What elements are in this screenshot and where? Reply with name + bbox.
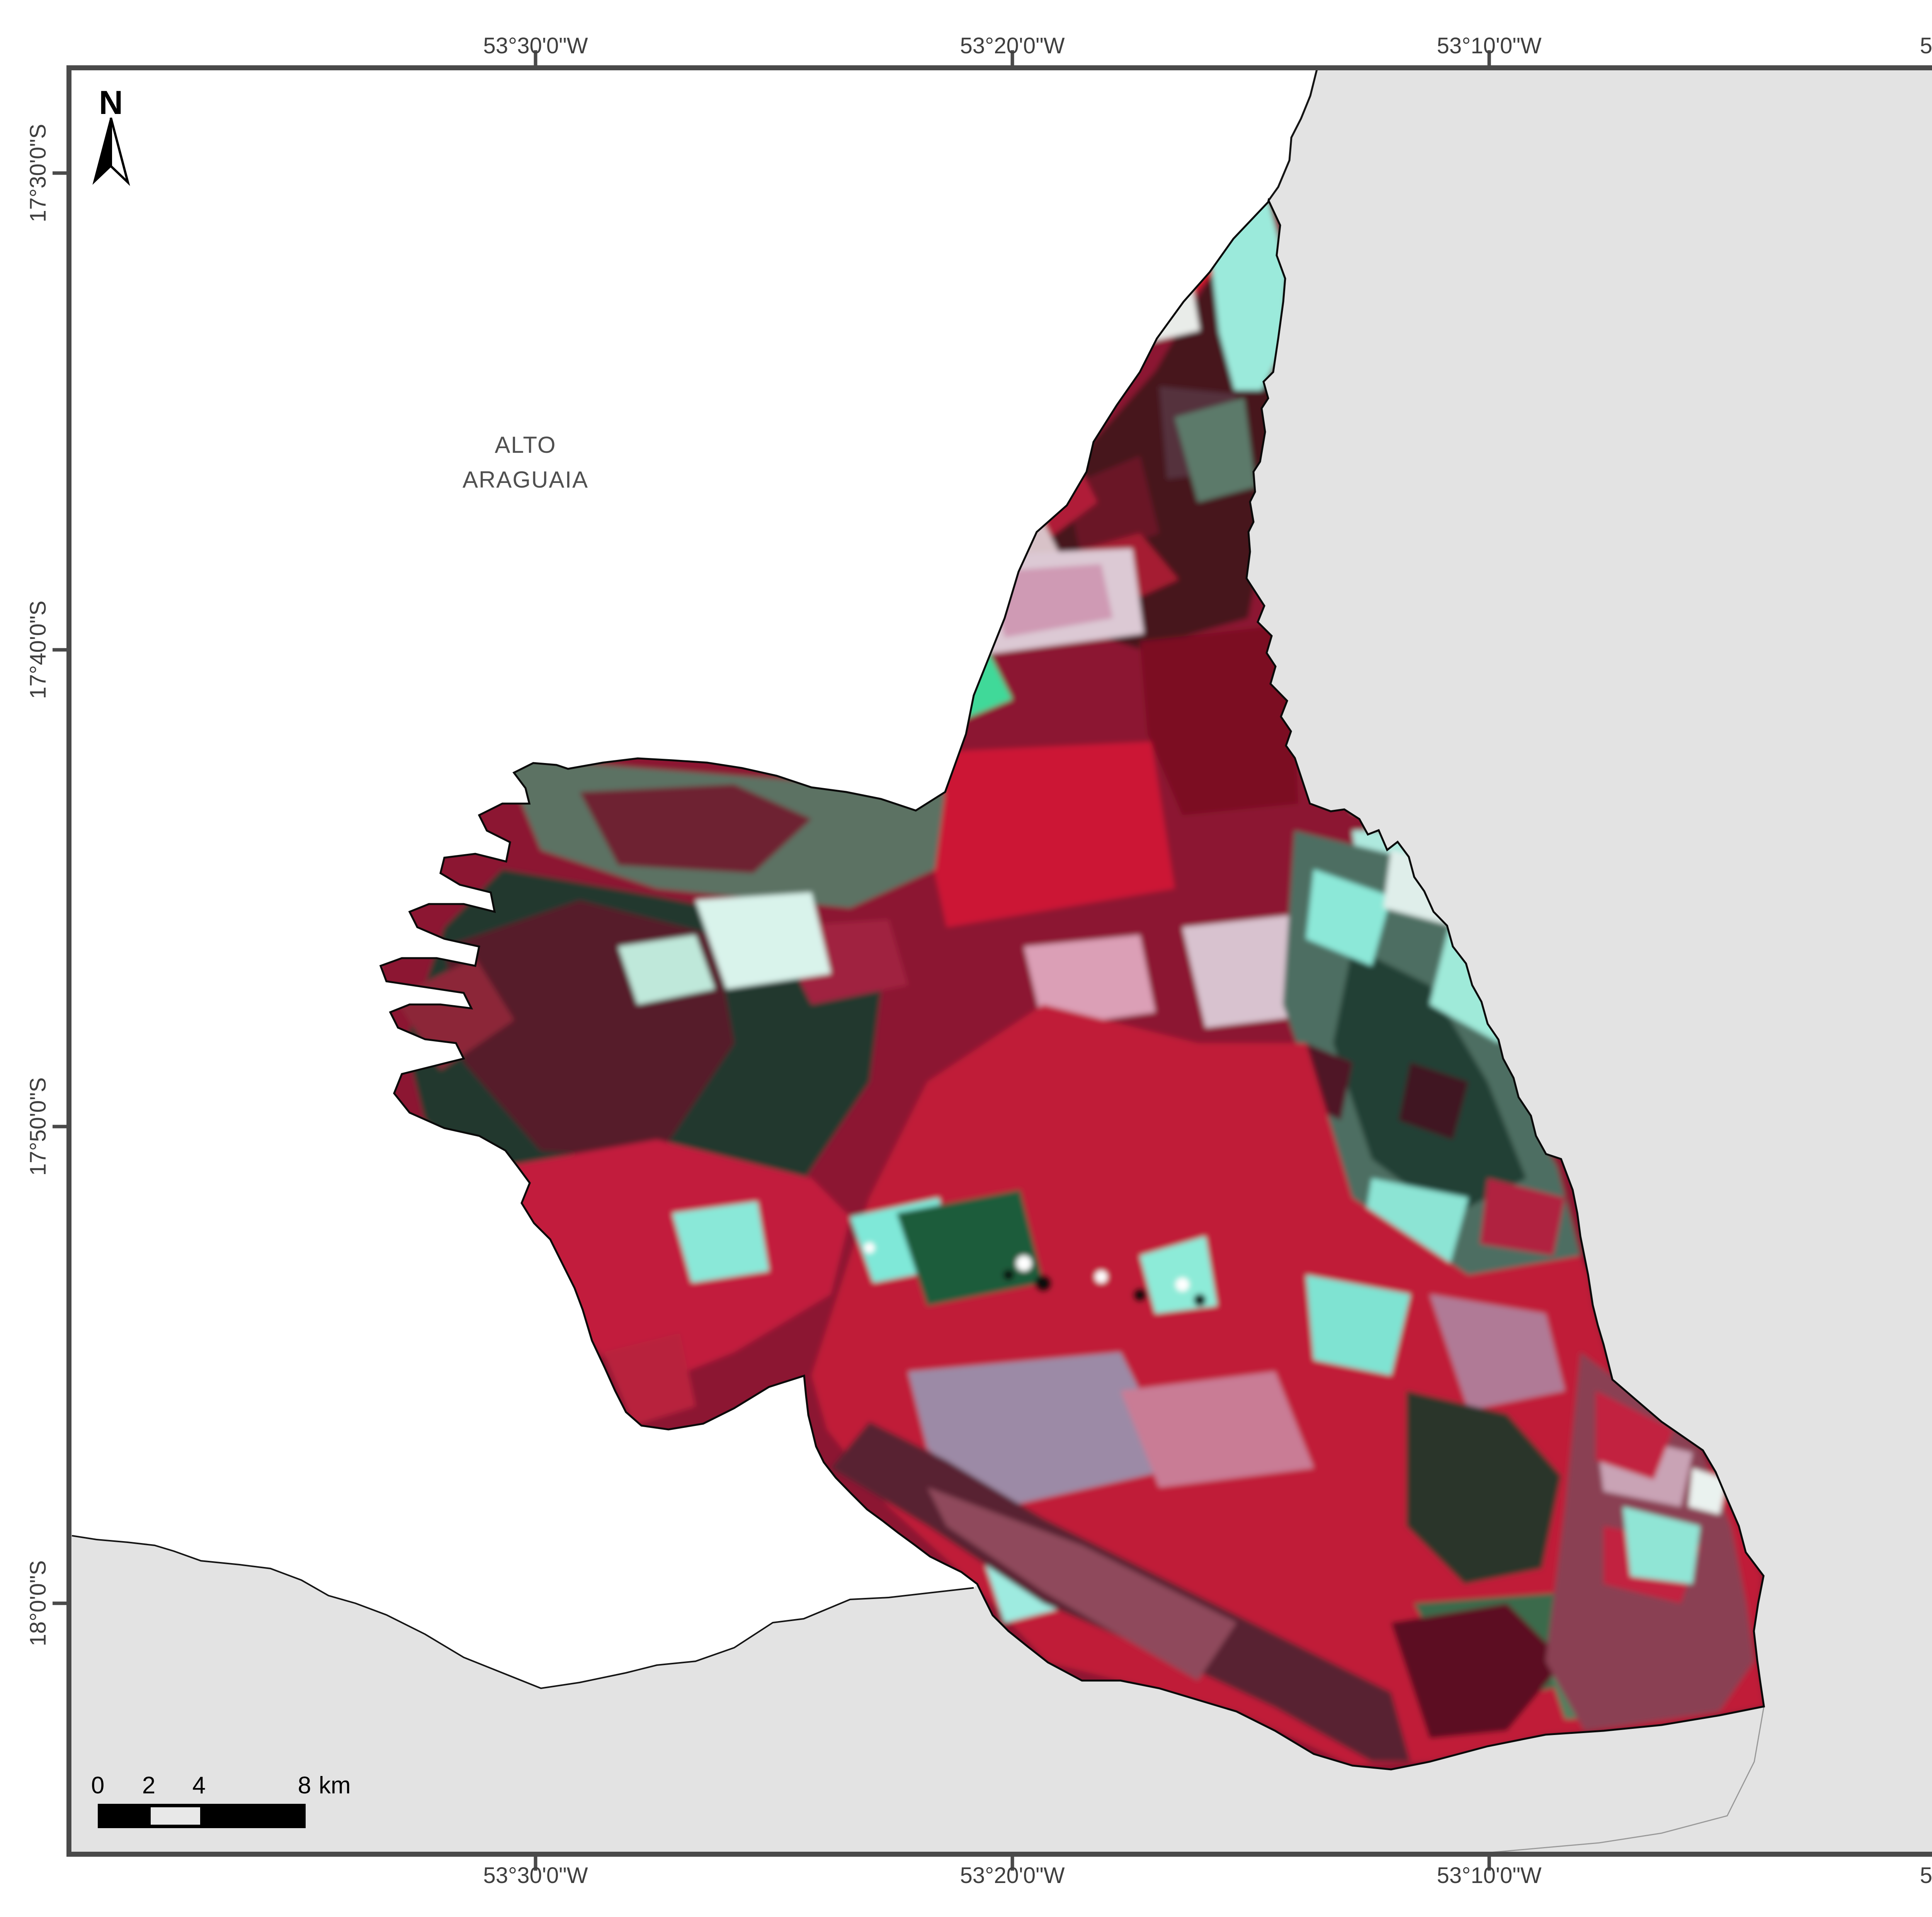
svg-text:18°0'0"S: 18°0'0"S — [26, 1560, 51, 1647]
svg-text:17°50'0"S: 17°50'0"S — [26, 1077, 51, 1176]
svg-text:0: 0 — [91, 1772, 104, 1799]
svg-text:km: km — [319, 1772, 351, 1799]
svg-text:17°40'0"S: 17°40'0"S — [26, 601, 51, 699]
svg-text:8: 8 — [298, 1772, 311, 1799]
svg-text:53°30'0"W: 53°30'0"W — [483, 33, 588, 58]
svg-text:53°0'0"W: 53°0'0"W — [1920, 33, 1932, 58]
svg-text:17°30'0"S: 17°30'0"S — [26, 124, 51, 223]
svg-text:N: N — [99, 84, 123, 121]
svg-text:4: 4 — [192, 1772, 206, 1799]
svg-text:53°30'0"W: 53°30'0"W — [483, 1863, 588, 1888]
svg-text:53°0'0"W: 53°0'0"W — [1920, 1863, 1932, 1888]
svg-text:53°20'0"W: 53°20'0"W — [960, 33, 1065, 58]
svg-text:53°10'0"W: 53°10'0"W — [1437, 33, 1542, 58]
svg-text:ARAGUAIA: ARAGUAIA — [463, 467, 588, 493]
svg-text:53°10'0"W: 53°10'0"W — [1437, 1863, 1542, 1888]
svg-text:2: 2 — [142, 1772, 155, 1799]
svg-text:53°20'0"W: 53°20'0"W — [960, 1863, 1065, 1888]
svg-text:ALTO: ALTO — [495, 432, 556, 458]
